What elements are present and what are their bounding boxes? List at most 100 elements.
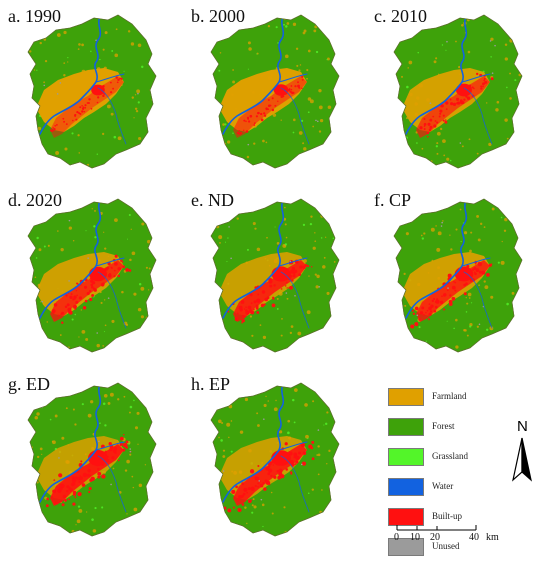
legend-item-forest: Forest — [388, 416, 478, 446]
farmland-patch — [44, 164, 46, 166]
farmland-patch — [478, 284, 481, 287]
grassland-patch — [490, 157, 492, 159]
river-branch — [95, 257, 125, 267]
grassland-patch — [138, 283, 142, 286]
farmland-patch — [259, 324, 262, 326]
region-boundary — [210, 198, 340, 353]
grassland-patch — [307, 492, 310, 495]
farmland-patch — [147, 289, 150, 291]
unused-patch — [247, 143, 250, 146]
farmland-patch — [151, 389, 155, 393]
farmland-patch — [219, 52, 222, 54]
grassland-patch — [302, 223, 306, 227]
scale-tick-label: 10 — [410, 532, 420, 543]
farmland-patch — [467, 50, 471, 54]
farmland-patch — [127, 30, 131, 33]
farmland-patch — [476, 214, 480, 218]
farmland-patch — [148, 387, 151, 390]
farmland-patch — [328, 336, 333, 340]
farmland-patch — [112, 467, 115, 470]
farmland-patch — [316, 274, 320, 279]
farmland-patch — [511, 340, 515, 344]
grassland-patch — [262, 525, 264, 528]
legend-label: Built-up — [432, 511, 463, 521]
grassland-patch — [35, 257, 38, 259]
farmland-patch — [53, 347, 56, 350]
farmland-patch — [495, 108, 499, 112]
farmland-patch — [136, 89, 141, 94]
land-use-layer — [394, 199, 522, 349]
farmland-patch — [115, 28, 118, 31]
farmland-patch — [136, 201, 139, 204]
unused-patch — [96, 332, 99, 334]
farmland-patch — [322, 265, 326, 269]
grassland-patch — [111, 50, 114, 52]
farmland-patch — [214, 314, 216, 317]
farmland-patch — [463, 329, 466, 332]
farmland-patch — [306, 68, 309, 72]
farmland-patch — [249, 315, 253, 318]
farmland-patch — [335, 303, 338, 306]
grassland-patch — [247, 68, 249, 70]
farmland-patch — [64, 147, 68, 151]
scale-bar: 0 10 20 40 km — [388, 524, 538, 554]
panel-label: h. EP — [191, 374, 231, 394]
farmland-patch — [437, 231, 442, 236]
legend-label: Forest — [432, 421, 455, 431]
farmland-patch — [36, 412, 40, 416]
grassland-patch — [274, 226, 276, 228]
grassland-patch — [81, 403, 84, 406]
farmland-patch — [252, 498, 255, 501]
farmland-patch — [314, 273, 317, 276]
farmland-patch — [133, 507, 138, 512]
farmland-patch — [38, 248, 42, 252]
farmland-patch — [257, 21, 261, 26]
farmland-patch — [150, 517, 154, 522]
unused-patch — [137, 92, 139, 95]
region-boundary — [210, 14, 340, 169]
farmland-patch — [315, 285, 319, 289]
farmland-patch — [33, 165, 37, 168]
farmland-patch — [405, 232, 409, 236]
legend-swatch — [388, 538, 424, 556]
farmland-patch — [290, 325, 294, 328]
river-branch — [95, 441, 125, 451]
farmland-patch — [318, 130, 322, 133]
farmland-patch — [63, 62, 66, 64]
farmland-patch — [327, 105, 332, 110]
map-svg — [393, 14, 523, 169]
farmland-patch — [401, 213, 406, 218]
unused-patch — [317, 429, 320, 431]
farmland-patch — [430, 227, 435, 232]
farmland-patch — [321, 489, 323, 491]
farmland-patch — [476, 152, 479, 155]
farmland-patch — [63, 30, 67, 35]
farmland-patch — [286, 297, 289, 300]
grassland-patch — [445, 49, 447, 51]
farmland-patch — [326, 463, 328, 465]
farmland-patch — [305, 434, 309, 439]
farmland-patch — [39, 447, 43, 451]
farmland-patch — [109, 392, 114, 397]
farmland-patch — [333, 261, 336, 263]
farmland-patch — [94, 209, 96, 212]
farmland-patch — [217, 157, 221, 161]
land-use-layer — [213, 199, 339, 345]
farmland-patch — [303, 147, 307, 151]
farmland-patch — [504, 207, 509, 211]
farmland-patch — [293, 118, 296, 122]
farmland-patch — [461, 145, 464, 148]
unused-patch — [440, 225, 443, 227]
grassland-patch — [505, 21, 507, 24]
scale-tick-label: 40 — [469, 532, 479, 543]
farmland-patch — [104, 324, 107, 327]
farmland-patch — [131, 251, 136, 256]
farmland-patch — [225, 533, 228, 535]
farmland-patch — [468, 138, 471, 141]
farmland-patch — [326, 328, 330, 331]
farmland-patch — [72, 240, 75, 242]
grassland-patch — [441, 44, 444, 46]
grassland-patch — [469, 325, 472, 328]
farmland-patch — [74, 423, 77, 426]
farmland-patch — [129, 258, 132, 262]
